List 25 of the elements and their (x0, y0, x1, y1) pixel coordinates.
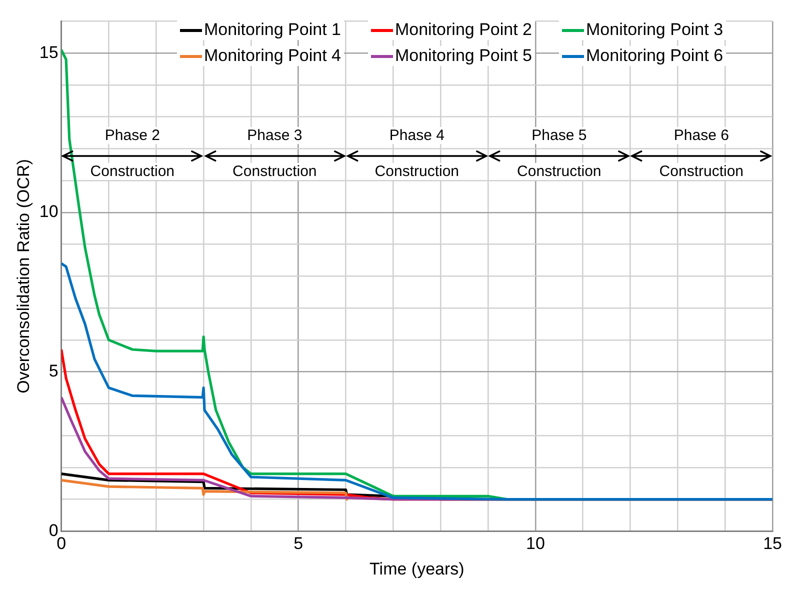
annotation: Phase 4 (385, 127, 448, 144)
x-axis-title: Time (years) (370, 559, 464, 578)
annotation: Phase 6 (670, 127, 733, 144)
annotation: Phase 5 (528, 127, 591, 144)
x-tick-label: 10 (526, 534, 545, 554)
legend-label: Monitoring Point 1 (204, 20, 341, 40)
annotation: Phase 2 (100, 127, 164, 144)
y-tick-label: 10 (39, 202, 58, 222)
x-tick-label: 5 (294, 534, 304, 554)
x-tick-label: 15 (763, 534, 782, 554)
legend-label: Monitoring Point 3 (586, 20, 724, 40)
annotation: Phase 3 (243, 127, 306, 144)
legend-label: Monitoring Point 2 (394, 20, 532, 40)
annotation: Construction (86, 163, 179, 180)
legend-label: Monitoring Point 6 (586, 46, 724, 66)
annotation: Construction (655, 163, 748, 180)
y-tick-label: 0 (48, 520, 58, 540)
annotation: Construction (513, 163, 606, 180)
annotation: Construction (228, 163, 321, 180)
y-tick-label: 5 (48, 362, 58, 381)
y-axis-title: Overconsolidation Ratio (OCR) (14, 159, 33, 394)
annotation: Construction (370, 163, 464, 180)
legend-label: Monitoring Point 5 (394, 46, 532, 66)
legend-label: Monitoring Point 4 (204, 46, 341, 66)
y-tick-label: 15 (39, 42, 58, 62)
